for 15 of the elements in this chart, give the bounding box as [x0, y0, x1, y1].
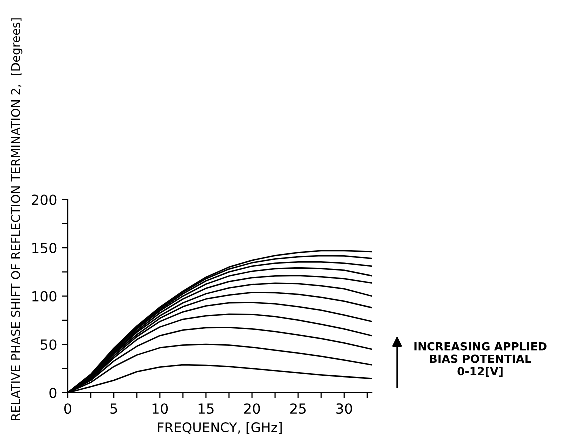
y-tick-label: 0 — [50, 388, 57, 398]
x-axis-title: FREQUENCY, [GHz] — [158, 422, 282, 434]
y-tick-label: 100 — [32, 291, 57, 302]
y-tick-label: 50 — [40, 340, 57, 350]
x-tick-label: 20 — [244, 404, 260, 414]
x-tick-label: 25 — [290, 404, 306, 414]
x-tick-label: 0 — [64, 404, 72, 414]
text: INCREASING APPLIED BIAS POTENTIAL 0-12[V] — [414, 342, 547, 377]
y-tick-label: 150 — [32, 243, 57, 254]
x-tick-label: 15 — [198, 404, 214, 414]
y-axis-title: RELATIVE PHASE SHIFT OF REFLECTION TERMINATION 2, [Degrees] — [11, 18, 23, 420]
x-tick-label: 10 — [152, 404, 168, 414]
x-tick-label: 5 — [110, 404, 118, 414]
y-tick-label: 200 — [32, 194, 57, 206]
x-tick-label: 30 — [336, 404, 352, 414]
